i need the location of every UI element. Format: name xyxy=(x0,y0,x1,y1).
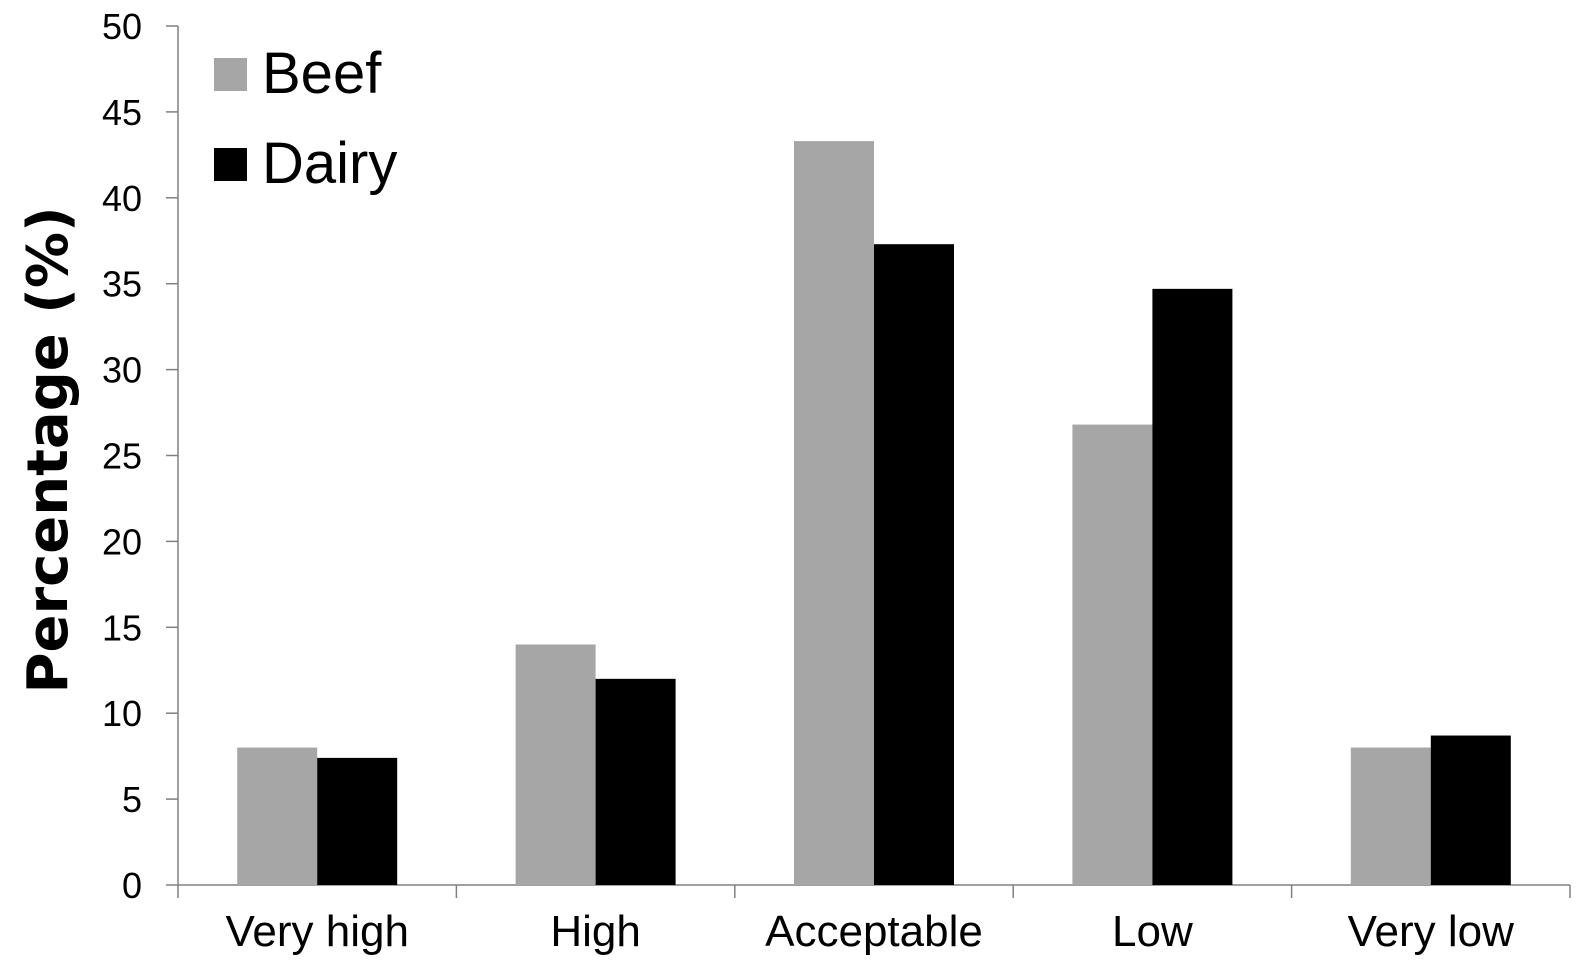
y-tick-labels: 0 5 10 15 20 25 30 35 40 45 50 xyxy=(102,6,142,906)
legend-label-dairy: Dairy xyxy=(262,131,397,196)
y-tick-label: 0 xyxy=(122,865,142,906)
bar-beef-acceptable xyxy=(794,141,874,885)
legend-swatch-beef xyxy=(214,58,247,91)
y-tick-label: 25 xyxy=(102,436,142,477)
bar-dairy-very-high xyxy=(317,757,398,885)
y-tick-label: 50 xyxy=(102,6,142,47)
x-category-label: Acceptable xyxy=(765,907,983,956)
legend-swatch-dairy xyxy=(214,148,247,181)
y-tick-label: 30 xyxy=(102,350,142,391)
axes xyxy=(166,25,1571,898)
bar-beef-high xyxy=(515,644,596,885)
bars xyxy=(237,141,1511,885)
x-category-label: Low xyxy=(1112,907,1193,956)
y-tick-label: 40 xyxy=(102,178,142,219)
x-category-label: Very low xyxy=(1348,907,1515,956)
bar-beef-low xyxy=(1072,424,1153,885)
bar-dairy-low xyxy=(1152,288,1233,885)
legend: Beef Dairy xyxy=(214,41,397,196)
y-tick-label: 20 xyxy=(102,521,142,562)
y-tick-label: 45 xyxy=(102,92,142,133)
legend-label-beef: Beef xyxy=(262,41,382,106)
category-labels: Very high High Acceptable Low Very low xyxy=(225,907,1514,956)
bar-beef-very-low xyxy=(1350,747,1431,885)
bar-dairy-very-low xyxy=(1430,735,1511,885)
bar-beef-very-high xyxy=(237,747,318,885)
bar-dairy-high xyxy=(595,678,676,885)
y-tick-label: 15 xyxy=(102,607,142,648)
bar-dairy-acceptable xyxy=(874,244,954,885)
y-tick-label: 5 xyxy=(122,779,142,820)
x-category-label: Very high xyxy=(225,907,408,956)
y-axis-title: Percentage (%) xyxy=(16,206,81,693)
y-tick-label: 35 xyxy=(102,264,142,305)
y-tick-label: 10 xyxy=(102,693,142,734)
x-category-label: High xyxy=(550,907,641,956)
